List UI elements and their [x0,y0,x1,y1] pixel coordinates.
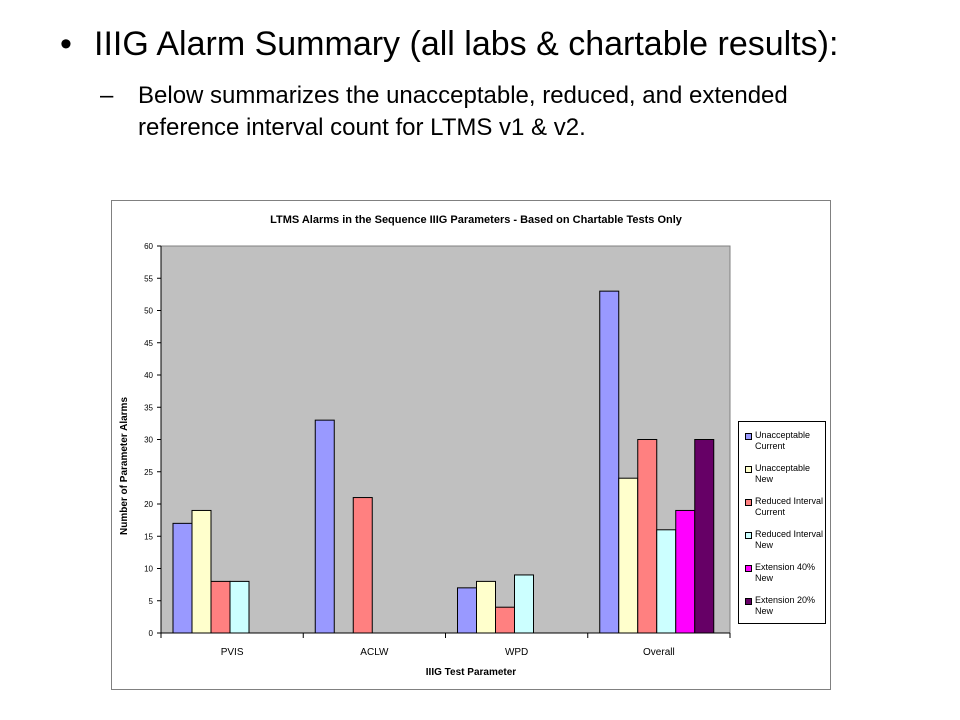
legend-swatch [745,532,752,539]
slide-heading: IIIG Alarm Summary (all labs & chartable… [94,25,839,63]
legend-label: Reduced Interval New [755,529,824,550]
bar [637,439,658,634]
x-tick-label: Overall [643,647,675,658]
sub-bullet-symbol: – [100,82,114,109]
legend-swatch [745,598,752,605]
sub-bullet-text: Below summarizes the unacceptable, reduc… [138,82,788,141]
legend-label: Unacceptable Current [755,430,811,451]
bar [618,477,639,634]
legend-label: Extension 20% New [755,595,816,616]
bar [514,574,534,634]
legend-label: Reduced Interval Current [755,496,824,517]
bar [599,290,620,634]
bar [314,419,335,634]
legend-label: Extension 40% New [755,562,816,583]
chart-legend: Unacceptable Current Unacceptable New Redu… [738,421,826,624]
bar [210,580,231,634]
bar [191,509,212,634]
x-tick-label: PVIS [221,647,244,658]
y-tick-label: 15 [144,532,153,541]
y-tick-label: 35 [144,403,153,412]
y-tick-label: 40 [144,371,153,380]
chart-title: LTMS Alarms in the Sequence IIIG Paramet… [270,214,683,226]
legend-swatch [745,565,752,572]
y-tick-label: 30 [144,436,153,445]
legend-label: Unacceptable New [755,463,811,484]
bar [172,522,193,634]
y-tick-label: 45 [144,339,153,348]
y-tick-label: 10 [144,565,153,574]
y-tick-label: 0 [149,629,154,638]
y-tick-label: 50 [144,307,153,316]
bar [495,606,515,634]
y-tick-label: 55 [144,274,153,283]
y-tick-label: 25 [144,468,153,477]
bar [476,580,496,634]
bar [694,439,715,634]
y-tick-label: 5 [149,597,154,606]
bar [229,580,250,634]
legend-swatch [745,499,752,506]
y-tick-label: 20 [144,500,153,509]
x-tick-label: ACLW [360,647,389,658]
legend-swatch [745,433,752,440]
x-axis-title: IIIG Test Parameter [426,667,517,678]
x-tick-label: WPD [505,647,528,658]
bar [656,529,677,634]
bullet-symbol: • [60,25,72,63]
bar [457,587,477,634]
legend-swatch [745,466,752,473]
bar [352,497,373,634]
y-axis-title: Number of Parameter Alarms [119,397,130,535]
y-tick-label: 60 [144,242,153,251]
bar [675,509,696,634]
